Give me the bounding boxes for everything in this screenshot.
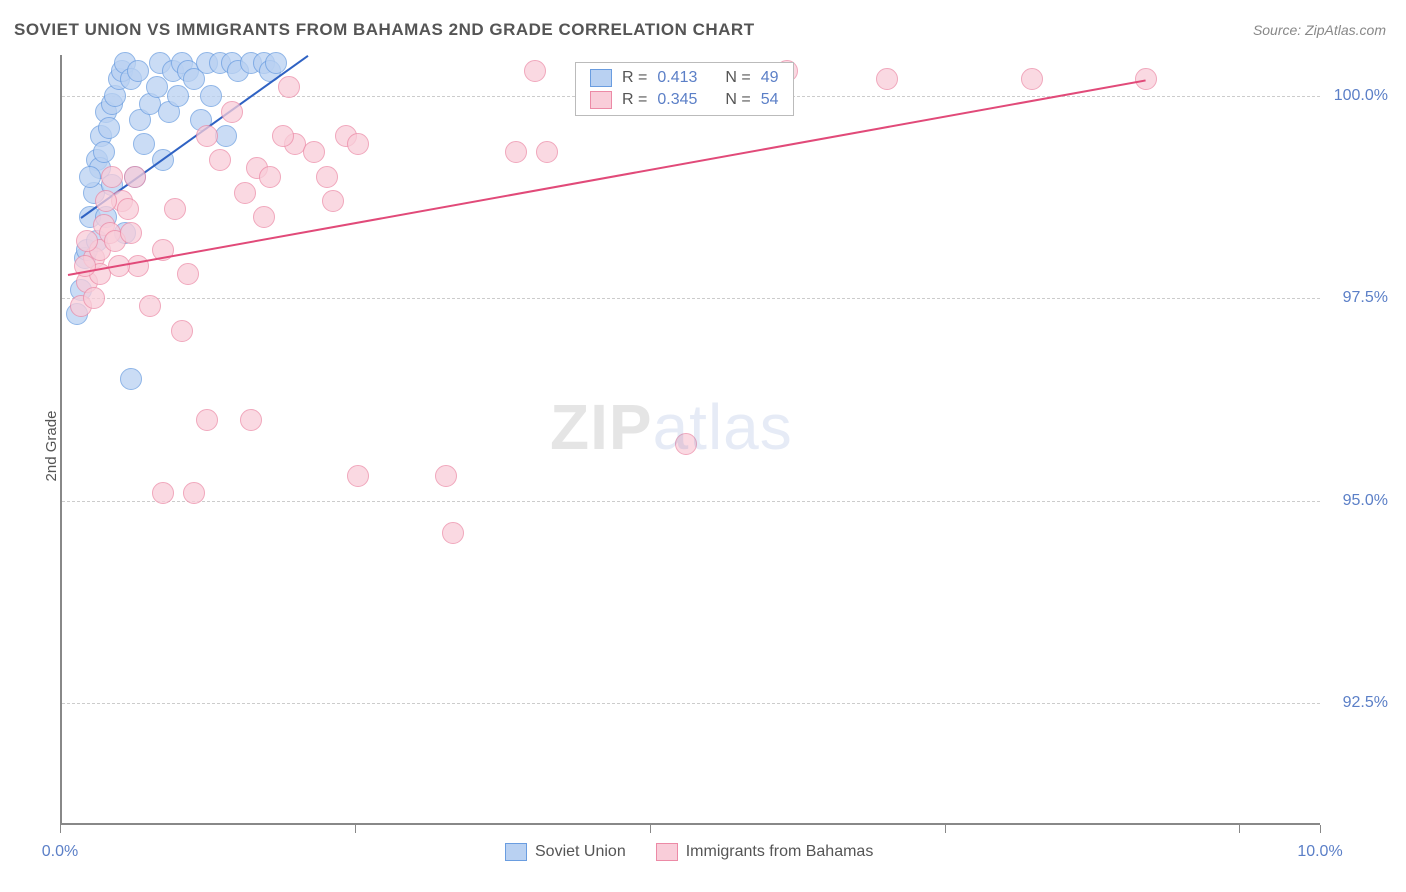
- legend-swatch-bahamas: [590, 91, 612, 109]
- legend-R-value-soviet: 0.413: [657, 69, 697, 87]
- source-label: Source: ZipAtlas.com: [1253, 22, 1386, 38]
- scatter-point-bahamas: [117, 198, 139, 220]
- chart-title: SOVIET UNION VS IMMIGRANTS FROM BAHAMAS …: [14, 20, 755, 40]
- x-tick-mark: [650, 825, 651, 833]
- scatter-point-bahamas: [524, 60, 546, 82]
- scatter-point-bahamas: [259, 166, 281, 188]
- legend-stat-row-soviet: R = 0.413 N = 49: [576, 67, 793, 89]
- scatter-point-bahamas: [322, 190, 344, 212]
- legend-R-prefix: R =: [622, 91, 647, 109]
- scatter-point-bahamas: [1021, 68, 1043, 90]
- scatter-point-bahamas: [127, 255, 149, 277]
- legend-N-value-bahamas: 54: [761, 91, 779, 109]
- legend-correlation-box: R = 0.413 N = 49 R = 0.345 N = 54: [575, 62, 794, 116]
- scatter-point-soviet: [127, 60, 149, 82]
- scatter-point-bahamas: [303, 141, 325, 163]
- scatter-point-bahamas: [240, 409, 262, 431]
- y-tick-label: 92.5%: [1343, 694, 1388, 712]
- scatter-point-bahamas: [435, 465, 457, 487]
- scatter-point-bahamas: [675, 433, 697, 455]
- gridline-horizontal: [62, 298, 1320, 299]
- y-tick-label: 100.0%: [1334, 87, 1388, 105]
- scatter-point-bahamas: [101, 166, 123, 188]
- scatter-point-bahamas: [536, 141, 558, 163]
- scatter-point-bahamas: [164, 198, 186, 220]
- x-tick-mark: [945, 825, 946, 833]
- legend-series-item-bahamas: Immigrants from Bahamas: [656, 843, 874, 861]
- scatter-point-soviet: [146, 76, 168, 98]
- legend-R-value-bahamas: 0.345: [657, 91, 697, 109]
- scatter-point-bahamas: [83, 287, 105, 309]
- legend-series-label-bahamas: Immigrants from Bahamas: [686, 843, 874, 861]
- scatter-point-soviet: [133, 133, 155, 155]
- scatter-point-bahamas: [139, 295, 161, 317]
- scatter-point-bahamas: [272, 125, 294, 147]
- scatter-point-soviet: [93, 141, 115, 163]
- scatter-point-bahamas: [876, 68, 898, 90]
- scatter-point-bahamas: [221, 101, 243, 123]
- legend-stat-row-bahamas: R = 0.345 N = 54: [576, 89, 793, 111]
- scatter-point-soviet: [120, 368, 142, 390]
- scatter-point-bahamas: [234, 182, 256, 204]
- legend-series: Soviet Union Immigrants from Bahamas: [505, 843, 873, 861]
- legend-N-value-soviet: 49: [761, 69, 779, 87]
- scatter-point-soviet: [200, 85, 222, 107]
- legend-swatch-b-bahamas: [656, 843, 678, 861]
- x-tick-mark: [60, 825, 61, 833]
- y-axis-label: 2nd Grade: [43, 411, 60, 482]
- x-tick-label: 10.0%: [1297, 843, 1342, 861]
- legend-series-label-soviet: Soviet Union: [535, 843, 626, 861]
- gridline-horizontal: [62, 703, 1320, 704]
- scatter-point-bahamas: [253, 206, 275, 228]
- legend-swatch-soviet: [590, 69, 612, 87]
- chart-container: SOVIET UNION VS IMMIGRANTS FROM BAHAMAS …: [0, 0, 1406, 892]
- scatter-point-bahamas: [347, 133, 369, 155]
- legend-R-prefix: R =: [622, 69, 647, 87]
- scatter-point-bahamas: [442, 522, 464, 544]
- x-tick-label: 0.0%: [42, 843, 78, 861]
- scatter-point-bahamas: [196, 125, 218, 147]
- y-tick-label: 97.5%: [1343, 289, 1388, 307]
- scatter-point-bahamas: [196, 409, 218, 431]
- legend-N-prefix: N =: [725, 91, 750, 109]
- scatter-point-soviet: [215, 125, 237, 147]
- legend-N-prefix: N =: [725, 69, 750, 87]
- scatter-point-bahamas: [152, 482, 174, 504]
- gridline-horizontal: [62, 501, 1320, 502]
- plot-area: [60, 55, 1320, 825]
- scatter-point-bahamas: [1135, 68, 1157, 90]
- scatter-point-bahamas: [171, 320, 193, 342]
- scatter-point-bahamas: [183, 482, 205, 504]
- scatter-point-bahamas: [505, 141, 527, 163]
- scatter-point-bahamas: [120, 222, 142, 244]
- x-tick-mark: [1239, 825, 1240, 833]
- scatter-point-soviet: [79, 166, 101, 188]
- x-tick-mark: [1320, 825, 1321, 833]
- scatter-point-bahamas: [95, 190, 117, 212]
- y-tick-label: 95.0%: [1343, 492, 1388, 510]
- scatter-point-bahamas: [124, 166, 146, 188]
- scatter-point-bahamas: [278, 76, 300, 98]
- x-tick-mark: [355, 825, 356, 833]
- legend-swatch-b-soviet: [505, 843, 527, 861]
- scatter-point-bahamas: [347, 465, 369, 487]
- scatter-point-bahamas: [316, 166, 338, 188]
- scatter-point-soviet: [98, 117, 120, 139]
- scatter-point-soviet: [167, 85, 189, 107]
- legend-series-item-soviet: Soviet Union: [505, 843, 626, 861]
- scatter-point-bahamas: [177, 263, 199, 285]
- scatter-point-bahamas: [76, 230, 98, 252]
- scatter-point-bahamas: [209, 149, 231, 171]
